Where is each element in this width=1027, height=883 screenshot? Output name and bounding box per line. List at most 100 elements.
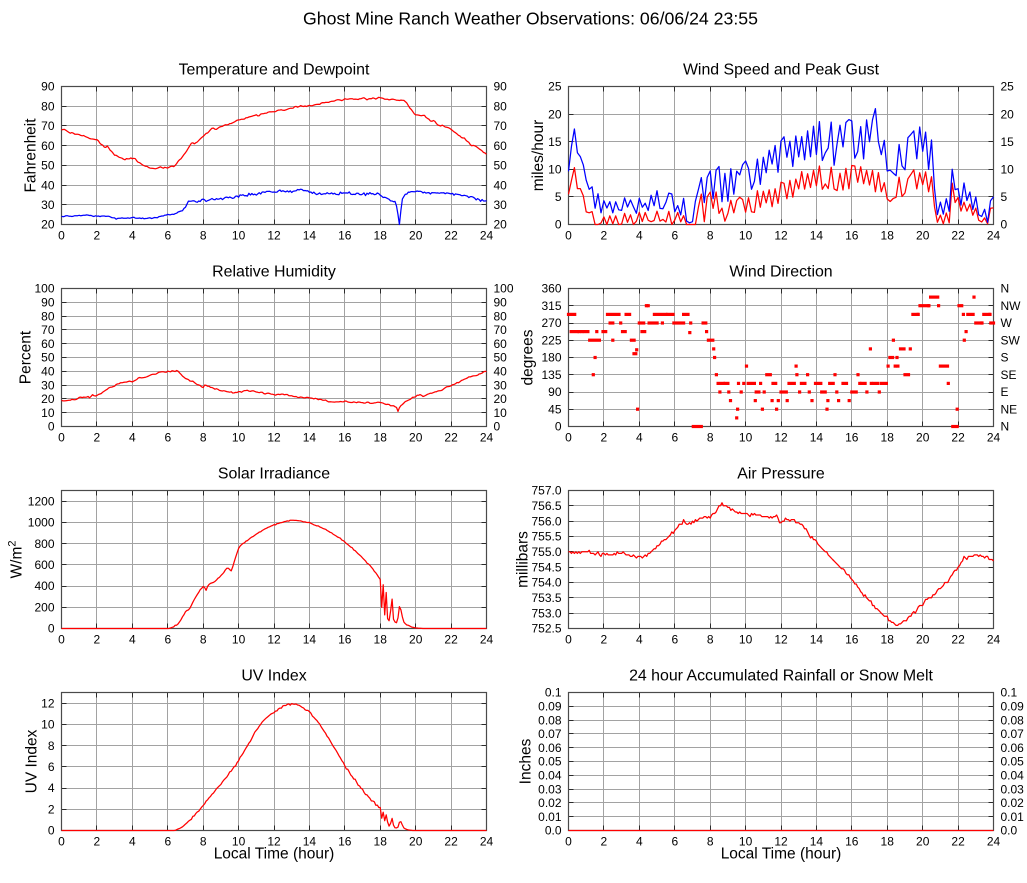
svg-text:miles/hour: miles/hour <box>530 120 547 192</box>
svg-text:0: 0 <box>48 824 55 838</box>
svg-text:2: 2 <box>94 431 101 445</box>
svg-text:Wind Speed and Peak Gust: Wind Speed and Peak Gust <box>683 61 880 78</box>
svg-text:10: 10 <box>232 835 246 849</box>
svg-text:22: 22 <box>951 835 965 849</box>
svg-text:Ghost Mine Ranch Weather Obser: Ghost Mine Ranch Weather Observations: 0… <box>303 9 758 29</box>
svg-text:16: 16 <box>845 431 859 445</box>
svg-text:20: 20 <box>916 431 930 445</box>
svg-text:0: 0 <box>565 633 572 647</box>
svg-text:14: 14 <box>303 229 317 243</box>
svg-text:0.1: 0.1 <box>1001 686 1018 700</box>
svg-text:30: 30 <box>41 198 55 212</box>
svg-text:8: 8 <box>200 229 207 243</box>
svg-text:30: 30 <box>494 378 508 392</box>
svg-text:0.06: 0.06 <box>538 741 562 755</box>
svg-text:12: 12 <box>267 633 281 647</box>
svg-text:14: 14 <box>810 633 824 647</box>
svg-text:50: 50 <box>41 159 55 173</box>
svg-text:10: 10 <box>739 835 753 849</box>
svg-text:0.06: 0.06 <box>1001 741 1025 755</box>
svg-text:80: 80 <box>41 309 55 323</box>
svg-text:754.0: 754.0 <box>531 576 561 590</box>
svg-text:Fahrenheit: Fahrenheit <box>23 118 40 193</box>
svg-text:0.04: 0.04 <box>1001 769 1025 783</box>
svg-text:14: 14 <box>303 431 317 445</box>
svg-text:1000: 1000 <box>28 516 55 530</box>
svg-text:90: 90 <box>494 296 508 310</box>
svg-text:20: 20 <box>409 835 423 849</box>
svg-text:Percent: Percent <box>18 330 35 384</box>
svg-text:90: 90 <box>494 80 508 94</box>
svg-text:UV Index: UV Index <box>241 667 306 684</box>
svg-text:14: 14 <box>810 229 824 243</box>
svg-text:40: 40 <box>41 365 55 379</box>
svg-text:22: 22 <box>951 431 965 445</box>
svg-text:6: 6 <box>164 633 171 647</box>
svg-text:270: 270 <box>541 316 561 330</box>
svg-text:20: 20 <box>1001 107 1015 121</box>
svg-text:S: S <box>1001 351 1009 365</box>
svg-text:12: 12 <box>774 835 788 849</box>
svg-text:20: 20 <box>409 633 423 647</box>
svg-text:20: 20 <box>41 218 55 232</box>
svg-text:0: 0 <box>1001 218 1008 232</box>
svg-text:Relative Humidity: Relative Humidity <box>212 263 336 280</box>
svg-text:6: 6 <box>164 835 171 849</box>
svg-text:60: 60 <box>41 337 55 351</box>
svg-text:Local Time (hour): Local Time (hour) <box>214 846 335 863</box>
svg-text:5: 5 <box>1001 190 1008 204</box>
svg-text:22: 22 <box>444 229 458 243</box>
svg-text:400: 400 <box>34 579 54 593</box>
svg-text:4: 4 <box>636 633 643 647</box>
svg-text:10: 10 <box>41 406 55 420</box>
svg-text:6: 6 <box>48 760 55 774</box>
svg-text:20: 20 <box>409 229 423 243</box>
svg-text:Inches: Inches <box>518 738 535 784</box>
svg-text:6: 6 <box>671 633 678 647</box>
svg-text:756.0: 756.0 <box>531 514 561 528</box>
svg-text:10: 10 <box>739 633 753 647</box>
svg-text:30: 30 <box>41 378 55 392</box>
svg-text:100: 100 <box>34 282 54 296</box>
svg-text:0: 0 <box>565 835 572 849</box>
svg-text:8: 8 <box>707 633 714 647</box>
svg-text:70: 70 <box>41 323 55 337</box>
svg-text:UV Index: UV Index <box>24 729 41 793</box>
svg-text:80: 80 <box>41 99 55 113</box>
svg-text:100: 100 <box>494 282 514 296</box>
svg-text:90: 90 <box>41 296 55 310</box>
svg-text:22: 22 <box>444 633 458 647</box>
svg-text:0: 0 <box>58 229 65 243</box>
svg-text:20: 20 <box>41 392 55 406</box>
svg-text:24: 24 <box>480 835 494 849</box>
svg-text:90: 90 <box>548 385 562 399</box>
svg-text:18: 18 <box>374 229 388 243</box>
svg-text:757.0: 757.0 <box>531 484 561 498</box>
svg-text:40: 40 <box>494 365 508 379</box>
svg-text:24: 24 <box>480 431 494 445</box>
svg-text:0.01: 0.01 <box>1001 810 1025 824</box>
svg-text:0: 0 <box>565 229 572 243</box>
svg-text:2: 2 <box>601 431 608 445</box>
svg-text:8: 8 <box>200 835 207 849</box>
svg-text:14: 14 <box>810 431 824 445</box>
svg-text:12: 12 <box>774 229 788 243</box>
svg-text:8: 8 <box>707 835 714 849</box>
svg-text:15: 15 <box>1001 135 1015 149</box>
svg-text:0.0: 0.0 <box>545 824 562 838</box>
svg-text:20: 20 <box>409 431 423 445</box>
svg-text:1200: 1200 <box>28 494 55 508</box>
svg-text:0.0: 0.0 <box>1001 824 1018 838</box>
svg-text:6: 6 <box>671 431 678 445</box>
svg-text:0.04: 0.04 <box>538 769 562 783</box>
svg-text:Wind Direction: Wind Direction <box>729 263 832 280</box>
svg-text:18: 18 <box>881 633 895 647</box>
svg-text:2: 2 <box>94 835 101 849</box>
svg-text:12: 12 <box>267 431 281 445</box>
svg-text:90: 90 <box>41 80 55 94</box>
svg-text:10: 10 <box>548 163 562 177</box>
svg-text:0.01: 0.01 <box>538 810 562 824</box>
svg-text:2: 2 <box>601 229 608 243</box>
svg-text:6: 6 <box>671 835 678 849</box>
svg-text:24: 24 <box>987 835 1001 849</box>
